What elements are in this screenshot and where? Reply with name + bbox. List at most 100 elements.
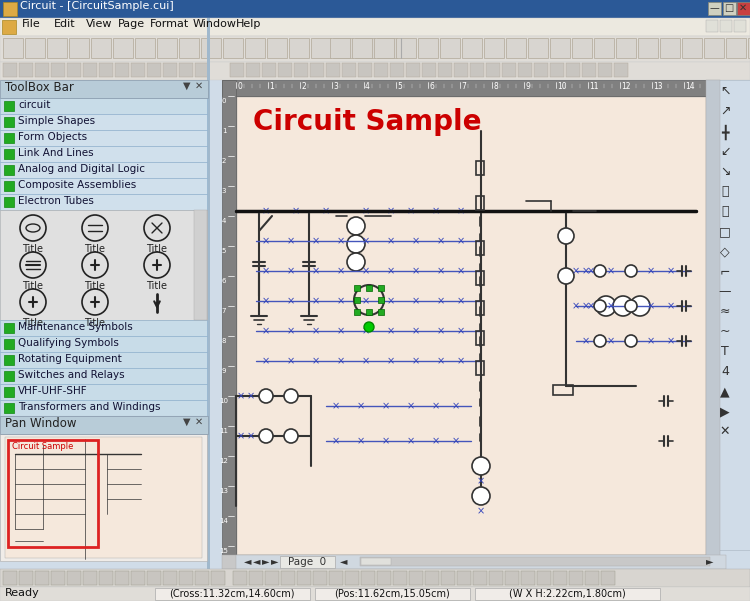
Bar — [475, 588, 660, 600]
Text: ◄: ◄ — [244, 556, 251, 566]
Bar — [3, 2, 17, 16]
Text: Page  0: Page 0 — [288, 557, 326, 567]
Text: Analog and Digital Logic: Analog and Digital Logic — [18, 164, 145, 174]
Text: Title: Title — [22, 281, 44, 291]
Bar — [486, 63, 500, 77]
Bar — [51, 63, 65, 77]
Bar — [737, 2, 750, 15]
Circle shape — [558, 228, 574, 244]
Bar — [506, 38, 526, 58]
Text: Help: Help — [236, 19, 261, 29]
Bar — [4, 181, 14, 191]
Text: ×: × — [457, 236, 465, 246]
Bar — [585, 571, 599, 585]
Bar — [5, 437, 202, 558]
Text: ×: × — [437, 326, 445, 336]
Bar — [553, 571, 567, 585]
Text: 3: 3 — [222, 188, 226, 194]
Text: ×: × — [387, 236, 395, 246]
Bar — [582, 63, 596, 77]
Bar — [330, 38, 350, 58]
Bar — [378, 297, 384, 303]
Text: 13: 13 — [220, 488, 229, 494]
Text: ×: × — [387, 266, 395, 276]
Text: ×: × — [457, 326, 465, 336]
Bar — [83, 63, 97, 77]
Circle shape — [347, 217, 365, 235]
Bar — [236, 555, 726, 569]
Bar — [222, 80, 236, 558]
Text: circuit: circuit — [18, 100, 50, 110]
Bar — [0, 210, 207, 320]
Bar — [135, 38, 155, 58]
Bar — [352, 38, 372, 58]
Text: ×: × — [437, 236, 445, 246]
Bar — [358, 63, 372, 77]
Text: ×: × — [412, 296, 420, 306]
Text: ×: × — [312, 236, 320, 246]
Text: ×: × — [572, 266, 580, 276]
Bar — [0, 416, 208, 434]
Text: ×: × — [357, 401, 365, 411]
Text: Title: Title — [146, 244, 167, 254]
Bar — [418, 38, 438, 58]
Text: ×: × — [627, 266, 635, 276]
Circle shape — [625, 300, 637, 312]
Bar — [83, 571, 97, 585]
Text: T: T — [722, 345, 729, 358]
Text: 5: 5 — [222, 248, 226, 254]
Text: ×: × — [582, 336, 590, 346]
Bar — [0, 18, 750, 36]
Bar — [505, 571, 519, 585]
Text: View: View — [86, 19, 112, 29]
Circle shape — [347, 235, 365, 253]
Bar — [236, 96, 706, 555]
Text: —: — — [710, 3, 718, 13]
Text: 0: 0 — [237, 82, 242, 91]
Text: 4: 4 — [721, 365, 729, 378]
Bar — [553, 385, 573, 395]
Text: ✕: ✕ — [739, 3, 747, 13]
Text: ×: × — [647, 301, 655, 311]
Bar — [528, 38, 548, 58]
Bar — [566, 63, 580, 77]
Text: Link And Lines: Link And Lines — [18, 148, 94, 158]
Bar — [484, 38, 504, 58]
Bar — [0, 352, 207, 368]
Text: (W X H:2.22cm,1.80cm): (W X H:2.22cm,1.80cm) — [509, 589, 626, 599]
Text: ToolBox Bar: ToolBox Bar — [5, 81, 74, 94]
Bar — [99, 571, 113, 585]
Bar — [476, 361, 484, 375]
Bar — [195, 571, 209, 585]
Bar — [706, 80, 720, 558]
Bar — [476, 301, 484, 315]
Text: Title: Title — [85, 318, 106, 328]
Bar — [25, 38, 45, 58]
Text: Edit: Edit — [54, 19, 76, 29]
Text: ×: × — [452, 401, 460, 411]
Bar — [278, 63, 292, 77]
Text: VHF-UHF-SHF: VHF-UHF-SHF — [18, 386, 88, 396]
Bar — [708, 2, 721, 15]
Circle shape — [625, 335, 637, 347]
Bar — [163, 571, 177, 585]
Circle shape — [594, 335, 606, 347]
Bar — [470, 63, 484, 77]
Text: ×: × — [407, 206, 415, 216]
Bar — [246, 63, 260, 77]
Text: ↙: ↙ — [720, 145, 730, 158]
Bar — [267, 38, 287, 58]
Bar — [297, 571, 311, 585]
Bar — [223, 38, 243, 58]
Text: ×: × — [412, 266, 420, 276]
Text: 14: 14 — [685, 82, 694, 91]
Text: Ready: Ready — [5, 588, 40, 598]
Text: 4: 4 — [222, 218, 226, 224]
Circle shape — [472, 487, 490, 505]
Text: 6: 6 — [222, 278, 226, 284]
Bar — [409, 571, 423, 585]
Bar — [281, 571, 295, 585]
Text: ×: × — [312, 356, 320, 366]
Text: ⌐: ⌐ — [720, 265, 730, 278]
Bar — [211, 571, 225, 585]
